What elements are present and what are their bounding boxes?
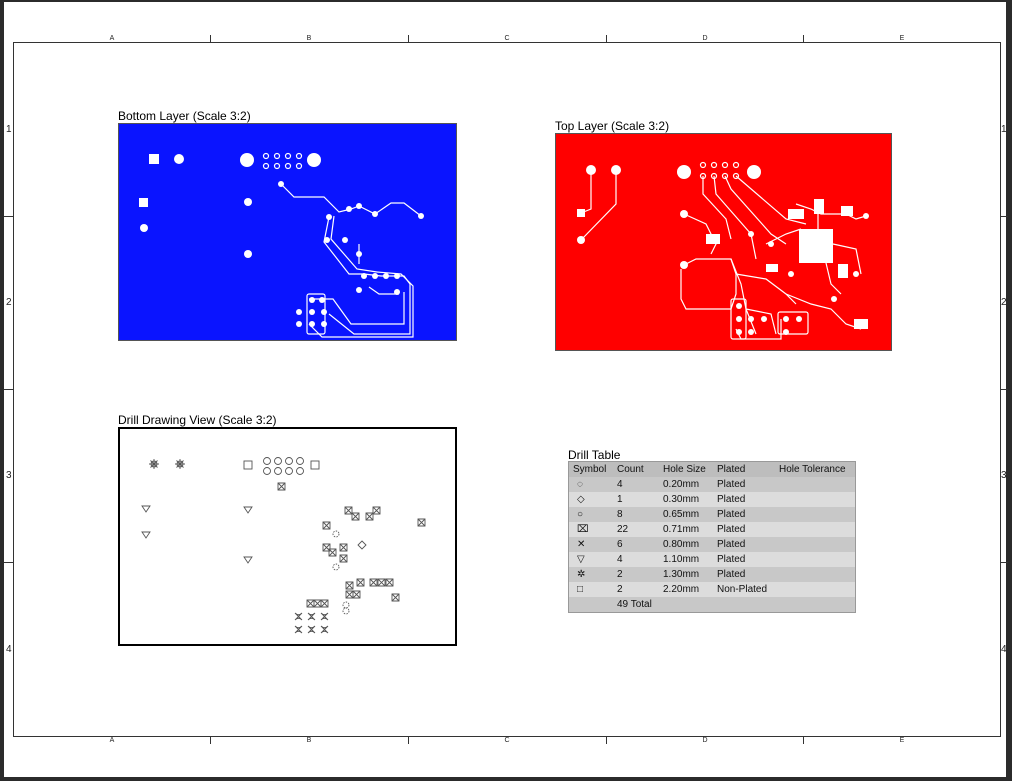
drill-table-total-row: 49 Total bbox=[569, 597, 855, 612]
square-icon: □ bbox=[577, 584, 584, 595]
top-layer-title: Top Layer (Scale 3:2) bbox=[555, 119, 670, 133]
zone-divider bbox=[408, 736, 409, 744]
plated-cell: Plated bbox=[717, 509, 746, 520]
drill-drawing-artwork bbox=[141, 457, 426, 634]
circle-icon: ○ bbox=[577, 509, 584, 520]
header-count: Count bbox=[617, 464, 644, 475]
drill-table-title: Drill Table bbox=[568, 448, 621, 462]
table-row: ○ 8 0.65mm Plated bbox=[569, 507, 855, 522]
count-cell: 2 bbox=[617, 569, 623, 580]
zone-divider bbox=[1000, 389, 1008, 390]
bottom-layer-title: Bottom Layer (Scale 3:2) bbox=[118, 109, 251, 123]
header-hole-size: Hole Size bbox=[663, 464, 706, 475]
zone-divider bbox=[1000, 216, 1008, 217]
zone-divider bbox=[1000, 562, 1008, 563]
dashed-circle-icon: ◌ bbox=[577, 479, 583, 490]
plated-cell: Plated bbox=[717, 569, 746, 580]
hole-size-cell: 1.10mm bbox=[663, 554, 700, 565]
drill-drawing-view bbox=[118, 427, 457, 646]
plated-cell: Plated bbox=[717, 479, 746, 490]
drill-drawing-title: Drill Drawing View (Scale 3:2) bbox=[118, 413, 277, 427]
hole-size-cell: 2.20mm bbox=[663, 584, 700, 595]
diamond-icon: ◇ bbox=[577, 494, 585, 505]
count-cell: 1 bbox=[617, 494, 623, 505]
count-cell: 8 bbox=[617, 509, 623, 520]
plated-cell: Non-Plated bbox=[717, 584, 768, 595]
column-label: D bbox=[702, 35, 708, 42]
triangle-down-icon: ▽ bbox=[577, 554, 585, 565]
row-label: 1 bbox=[6, 124, 12, 135]
plated-cell: Plated bbox=[717, 539, 746, 550]
hole-size-cell: 0.30mm bbox=[663, 494, 700, 505]
gear-icon: ✲ bbox=[577, 569, 586, 580]
table-row: ▽ 4 1.10mm Plated bbox=[569, 552, 855, 567]
hole-size-cell: 0.20mm bbox=[663, 479, 700, 490]
drill-table: Symbol Count Hole Size Plated Hole Toler… bbox=[568, 461, 856, 613]
column-label: C bbox=[504, 35, 510, 42]
total-count: 49 Total bbox=[617, 599, 652, 610]
boxed-x-marks bbox=[277, 482, 426, 608]
zone-divider bbox=[606, 35, 607, 43]
column-label: A bbox=[109, 737, 115, 744]
row-label: 2 bbox=[6, 297, 12, 308]
column-label: B bbox=[306, 35, 312, 42]
star-x-icon: ✕ bbox=[577, 539, 586, 550]
column-label: E bbox=[899, 35, 905, 42]
column-label: C bbox=[504, 737, 510, 744]
frame-top-line bbox=[13, 42, 1001, 43]
table-row: □ 2 2.20mm Non-Plated bbox=[569, 582, 855, 597]
column-label: B bbox=[306, 737, 312, 744]
drill-table-header: Symbol Count Hole Size Plated Hole Toler… bbox=[569, 462, 855, 477]
zone-divider bbox=[606, 736, 607, 744]
column-label: E bbox=[899, 737, 905, 744]
row-label: 4 bbox=[1001, 644, 1007, 655]
count-cell: 6 bbox=[617, 539, 623, 550]
hole-size-cell: 1.30mm bbox=[663, 569, 700, 580]
zone-divider bbox=[4, 562, 14, 563]
bottom-layer-board bbox=[118, 123, 457, 341]
zone-divider bbox=[4, 216, 14, 217]
zone-divider bbox=[4, 389, 14, 390]
plated-cell: Plated bbox=[717, 554, 746, 565]
bottom-layer-artwork bbox=[139, 152, 424, 338]
zone-divider bbox=[803, 35, 804, 43]
count-cell: 4 bbox=[617, 554, 623, 565]
zone-divider bbox=[803, 736, 804, 744]
row-label: 4 bbox=[6, 644, 12, 655]
top-layer-artwork bbox=[577, 161, 869, 340]
header-hole-tolerance: Hole Tolerance bbox=[779, 464, 846, 475]
hole-size-cell: 0.65mm bbox=[663, 509, 700, 520]
table-row: ◌ 4 0.20mm Plated bbox=[569, 477, 855, 492]
boxed-x-icon: ⌧ bbox=[577, 524, 589, 535]
row-label: 3 bbox=[1001, 470, 1007, 481]
zone-divider bbox=[408, 35, 409, 43]
star-x-marks bbox=[294, 612, 329, 634]
count-cell: 22 bbox=[617, 524, 629, 535]
column-label: A bbox=[109, 35, 115, 42]
hole-size-cell: 0.71mm bbox=[663, 524, 700, 535]
plated-cell: Plated bbox=[717, 494, 746, 505]
header-plated: Plated bbox=[717, 464, 746, 475]
column-label: D bbox=[702, 737, 708, 744]
row-label: 2 bbox=[1001, 297, 1007, 308]
table-row: ⌧ 22 0.71mm Plated bbox=[569, 522, 855, 537]
count-cell: 2 bbox=[617, 584, 623, 595]
zone-divider bbox=[210, 35, 211, 43]
row-label: 1 bbox=[1001, 124, 1007, 135]
table-row: ✲ 2 1.30mm Plated bbox=[569, 567, 855, 582]
table-row: ✕ 6 0.80mm Plated bbox=[569, 537, 855, 552]
header-symbol: Symbol bbox=[573, 464, 607, 475]
row-label: 3 bbox=[6, 470, 12, 481]
hole-size-cell: 0.80mm bbox=[663, 539, 700, 550]
zone-divider bbox=[210, 736, 211, 744]
table-row: ◇ 1 0.30mm Plated bbox=[569, 492, 855, 507]
plated-cell: Plated bbox=[717, 524, 746, 535]
count-cell: 4 bbox=[617, 479, 623, 490]
frame-bottom-line bbox=[13, 736, 1001, 737]
top-layer-board bbox=[555, 133, 892, 351]
